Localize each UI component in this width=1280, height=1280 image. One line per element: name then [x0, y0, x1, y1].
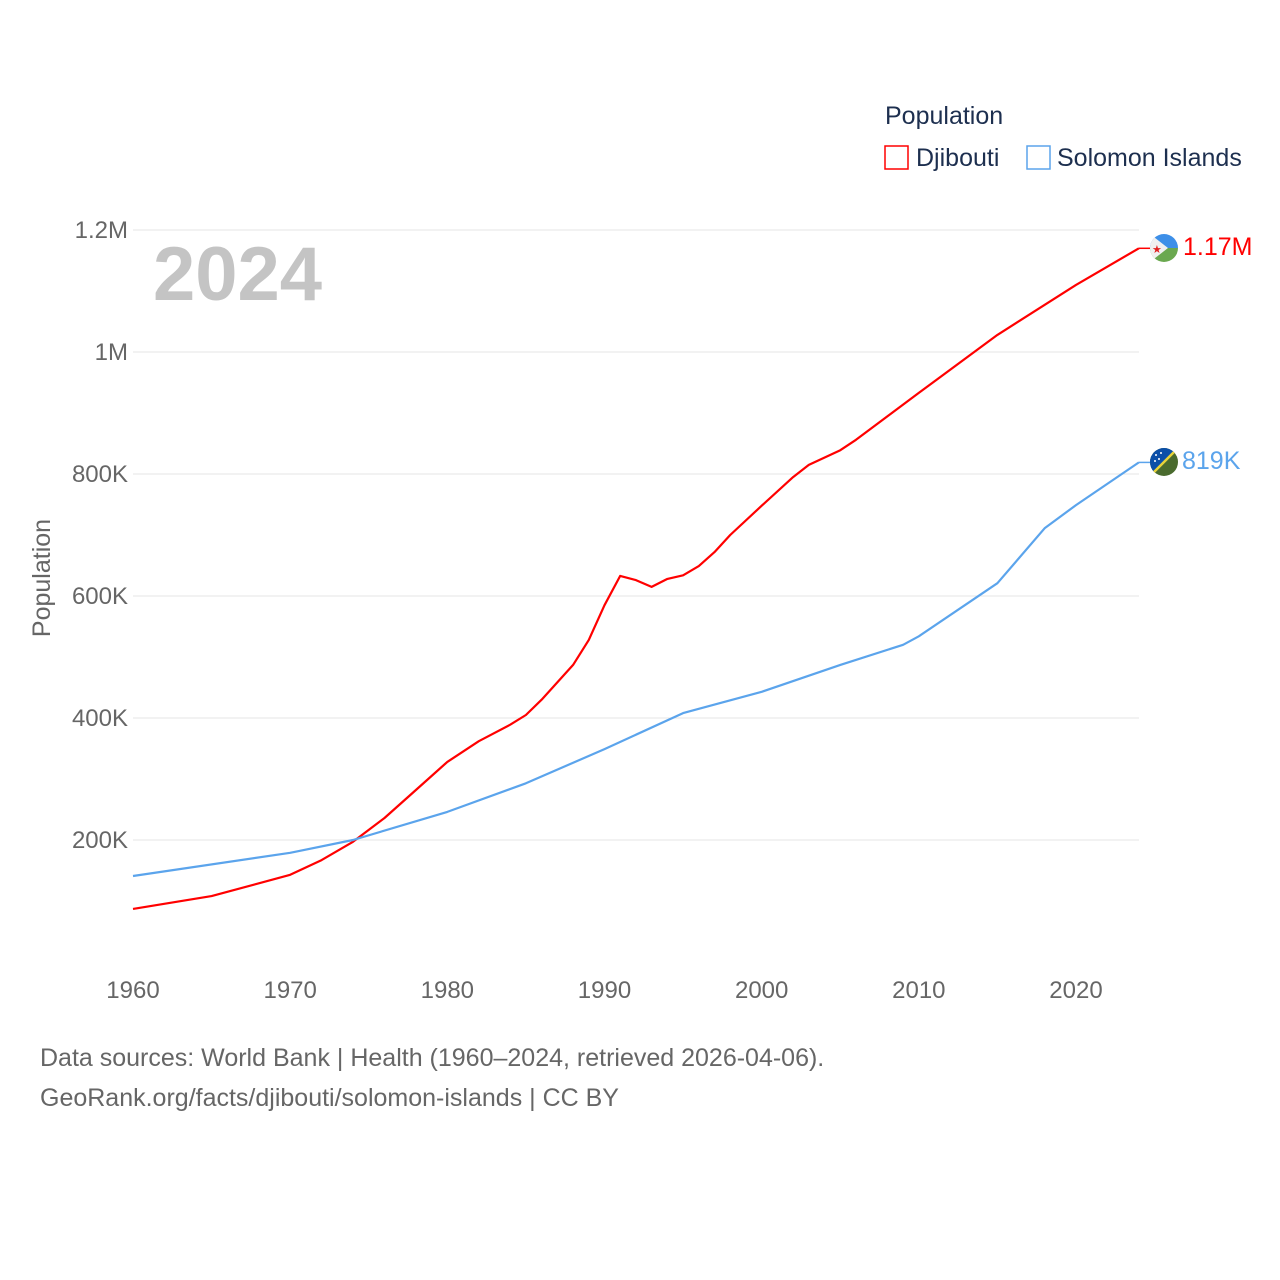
x-tick-label: 2020	[1049, 977, 1102, 1004]
solomon-islands-flag-icon	[1150, 448, 1178, 476]
svg-text:★: ★	[1152, 244, 1162, 256]
djibouti-flag-icon: ★	[1150, 234, 1178, 262]
legend-swatch-djibouti	[884, 145, 909, 170]
legend-label-solomon-islands[interactable]: Solomon Islands	[1057, 144, 1242, 172]
series-line-djibouti	[132, 247, 1140, 910]
year-watermark: 2024	[153, 232, 322, 317]
x-tick-label: 2010	[892, 977, 945, 1004]
y-tick-label: 1.2M	[75, 217, 128, 244]
series-line-solomon-islands	[132, 461, 1140, 878]
x-tick-label: 2000	[735, 977, 788, 1004]
y-tick-label: 800K	[72, 461, 128, 488]
x-tick-label: 1990	[578, 977, 631, 1004]
y-tick-label: 1M	[95, 339, 128, 366]
x-tick-label: 1970	[263, 977, 316, 1004]
y-tick-label: 200K	[72, 827, 128, 854]
y-axis-label: Population	[28, 519, 56, 637]
legend-title: Population	[885, 102, 1003, 130]
source-line-1: Data sources: World Bank | Health (1960–…	[40, 1044, 825, 1072]
end-label-djibouti: 1.17M	[1183, 233, 1252, 261]
x-tick-label: 1980	[421, 977, 474, 1004]
legend-swatch-solomon-islands	[1026, 145, 1051, 170]
y-tick-label: 400K	[72, 705, 128, 732]
y-tick-label: 600K	[72, 583, 128, 610]
source-line-2[interactable]: GeoRank.org/facts/djibouti/solomon-islan…	[40, 1084, 619, 1112]
x-tick-label: 1960	[106, 977, 159, 1004]
legend-label-djibouti[interactable]: Djibouti	[916, 144, 999, 172]
end-label-solomon-islands: 819K	[1182, 447, 1241, 475]
